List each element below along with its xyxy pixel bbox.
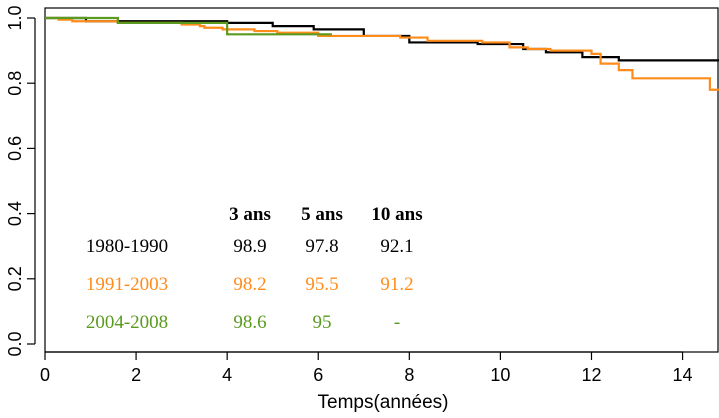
series-line-2004-2008 (45, 16, 332, 36)
table-cell: 98.6 (233, 312, 266, 333)
plot-frame (44, 7, 719, 353)
table-cell: 95 (313, 312, 332, 333)
table-cell: 98.9 (233, 236, 266, 257)
table-cell: 95.5 (305, 274, 338, 295)
series-line-1991-2003 (45, 16, 719, 91)
x-axis-label: Temps(années) (318, 392, 449, 413)
y-tick-label: 1.0 (5, 5, 25, 30)
table-cell: 98.2 (233, 274, 266, 295)
rates-table: 3 ans 5 ans 10 ans 1980-1990 98.9 97.8 92.1 199… (86, 204, 423, 333)
table-cell: 92.1 (380, 236, 413, 257)
y-tick-label: 0.4 (5, 201, 25, 226)
x-tick-label: 14 (673, 365, 693, 385)
table-cell: 97.8 (305, 236, 338, 257)
series-lines (45, 16, 719, 91)
table-row-label: 2004-2008 (86, 312, 168, 333)
table-cell: - (394, 312, 400, 333)
table-row-label: 1980-1990 (86, 236, 168, 257)
x-tick-label: 10 (490, 365, 510, 385)
y-tick-label: 0.6 (5, 136, 25, 161)
x-tick-label: 6 (313, 365, 323, 385)
x-tick-label: 2 (131, 365, 141, 385)
y-tick-label: 0.8 (5, 71, 25, 96)
x-tick-label: 8 (404, 365, 414, 385)
y-tick-label: 0.0 (5, 331, 25, 356)
y-tick-label: 0.2 (5, 266, 25, 291)
series-line-1980-1990 (45, 16, 719, 62)
x-tick-label: 12 (581, 365, 601, 385)
table-header-3-ans: 3 ans (229, 204, 271, 225)
x-tick-label: 0 (40, 365, 50, 385)
table-header-5-ans: 5 ans (301, 204, 343, 225)
table-cell: 91.2 (380, 274, 413, 295)
table-row-label: 1991-2003 (86, 274, 168, 295)
table-header-10-ans: 10 ans (371, 204, 422, 225)
axes: 0.0 0.2 0.4 0.6 0.8 1.0 0 2 4 6 8 10 12 14 (5, 5, 719, 385)
x-tick-label: 4 (222, 365, 232, 385)
